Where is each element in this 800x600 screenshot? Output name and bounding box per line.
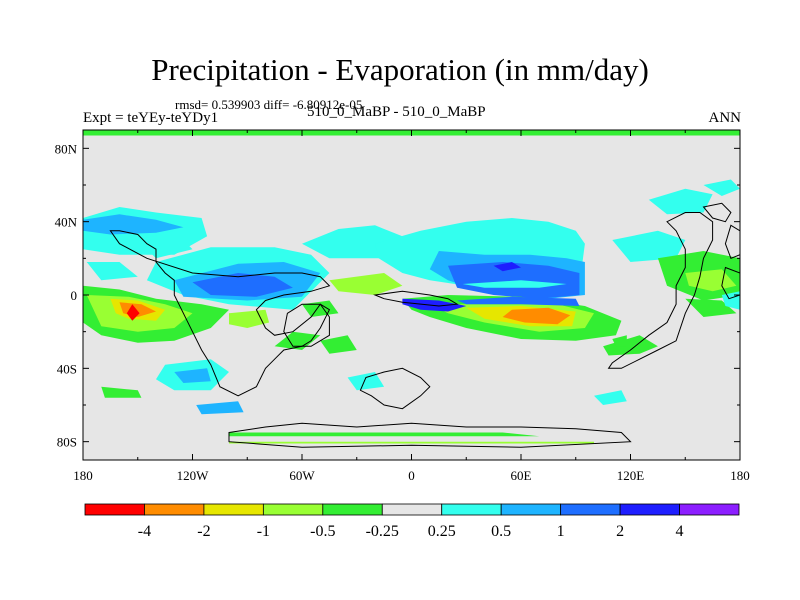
x-tick-label: 120E — [617, 468, 645, 483]
coastline-3 — [373, 290, 459, 307]
contour-region-19 — [457, 296, 580, 306]
contour-region-30 — [196, 401, 244, 415]
colorbar-label: 4 — [676, 523, 684, 540]
contour-region-32 — [320, 335, 357, 354]
colorbar-label: 2 — [616, 523, 624, 540]
contour-region-3 — [86, 262, 138, 281]
colorbar-swatch-7 — [500, 503, 562, 516]
colorbar-swatch-0 — [84, 503, 145, 516]
contour-region-24 — [126, 304, 140, 321]
coastline-7 — [724, 224, 740, 259]
contour-region-39 — [685, 298, 737, 317]
x-tick-label: 120W — [177, 468, 210, 483]
y-tick-label: 40S — [57, 361, 77, 376]
contour-region-27 — [174, 368, 211, 383]
contour-region-9 — [329, 273, 403, 295]
colorbar-swatch-2 — [203, 503, 264, 516]
contour-region-13 — [462, 280, 567, 288]
contour-region-36 — [703, 179, 740, 196]
x-tick-label: 0 — [408, 468, 415, 483]
colorbar-label: -4 — [138, 523, 151, 540]
contour-region-44 — [229, 441, 594, 444]
case-label: 510_0_MaBP - 510_0_MaBP — [307, 104, 486, 120]
colorbar-swatch-4 — [322, 503, 383, 516]
coastlines — [109, 202, 740, 448]
colorbar-swatch-10 — [679, 503, 740, 516]
y-tick-label: 80N — [55, 141, 78, 156]
contour-region-45 — [347, 372, 385, 391]
coastline-1 — [283, 303, 330, 347]
colorbar-swatch-3 — [262, 503, 324, 516]
y-tick-label: 0 — [71, 288, 78, 303]
season-label: ANN — [708, 110, 742, 126]
colorbar-label: 0.5 — [491, 523, 511, 540]
contour-region-46 — [594, 390, 627, 405]
x-tick-label: 180 — [73, 468, 93, 483]
coastline-0 — [109, 230, 331, 397]
colorbar-swatch-1 — [144, 503, 205, 516]
experiment-label: Expt = teYEy-teYDy1 — [83, 110, 219, 126]
y-tick-label: 40N — [55, 215, 78, 230]
contour-region-43 — [229, 432, 540, 437]
coastline-5 — [607, 212, 714, 369]
contour-region-41 — [612, 335, 627, 347]
contour-region-17 — [502, 307, 571, 325]
coastline-8 — [721, 266, 740, 300]
x-tick-label: 180 — [730, 468, 750, 483]
x-axis: 180 120W 60W 0 60E 120E 180 — [73, 130, 750, 483]
y-tick-label: 80S — [57, 435, 77, 450]
x-tick-label: 60E — [511, 468, 532, 483]
colorbar: -4 -2 -1 -0.5 -0.25 0.25 0.5 1 2 4 — [84, 503, 740, 540]
colorbar-swatch-9 — [619, 503, 680, 516]
y-axis: 80N 40N 0 40S 80S — [55, 141, 740, 450]
contour-region-33 — [137, 230, 193, 259]
coastline-4 — [228, 422, 632, 448]
coastline-2 — [359, 367, 431, 410]
colorbar-label: 1 — [557, 523, 565, 540]
contour-region-12 — [493, 262, 521, 272]
plot-background — [83, 130, 740, 460]
coastline-6 — [702, 202, 732, 223]
colorbar-label: 0.25 — [428, 523, 456, 540]
colorbar-label: -0.25 — [366, 523, 399, 540]
colorbar-label: -0.5 — [310, 523, 335, 540]
contour-region-31 — [274, 331, 321, 350]
contour-region-8 — [192, 273, 293, 297]
contour-region-35 — [648, 188, 713, 215]
contour-region-28 — [603, 335, 658, 356]
colorbar-swatch-5 — [381, 503, 443, 516]
colorbar-label: -1 — [257, 523, 270, 540]
colorbar-swatch-8 — [560, 503, 621, 516]
x-tick-label: 60W — [289, 468, 315, 483]
colorbar-label: -2 — [197, 523, 210, 540]
chart-title: Precipitation - Evaporation (in mm/day) — [151, 52, 649, 87]
contour-region-2 — [83, 214, 184, 235]
contour-region-29 — [101, 386, 142, 398]
contour-region-11 — [448, 262, 580, 299]
contour-fills — [83, 130, 740, 444]
contour-region-40 — [721, 291, 740, 310]
rmsd-diff-label: rmsd= 0.539903 diff= -6.80912e-05 — [175, 97, 363, 112]
contour-region-34 — [612, 230, 686, 262]
colorbar-swatch-6 — [441, 503, 502, 516]
